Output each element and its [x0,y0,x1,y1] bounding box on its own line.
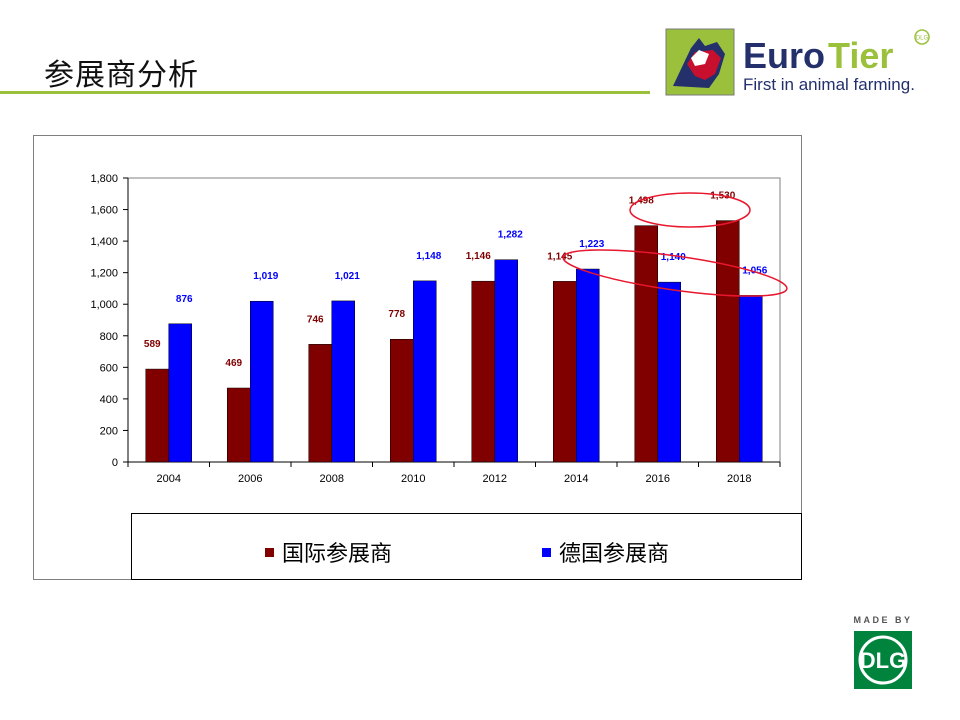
bar-international [634,225,658,463]
legend-swatch-german [542,547,551,557]
data-label-german: 1,056 [742,265,767,276]
legend-label-international: 国际参展商 [282,542,393,567]
y-tick-label: 0 [112,457,118,469]
highlight-ellipse-2014-2018 [562,249,788,297]
bar-german [168,323,192,463]
bar-international [145,368,169,463]
y-tick-label: 600 [100,362,118,374]
bar-german [250,300,274,463]
title-underline [0,91,650,94]
made-by-mark: DLG [860,648,906,673]
y-tick-label: 1,600 [90,205,118,217]
data-label-international: 469 [225,358,242,369]
bar-international [471,280,495,463]
bar-german [576,268,600,463]
legend-item-german: 德国参展商 [542,536,669,568]
y-tick-label: 1,800 [90,173,118,185]
highlight-ellipse-2016-2018 [629,192,751,228]
eurotier-logo: Euro Tier DLG First in animal farming. [665,28,930,96]
legend-label-german: 德国参展商 [559,542,670,567]
x-tick-label: 2016 [646,473,670,485]
data-label-german: 1,140 [661,252,686,263]
logo-dlg-mark: DLG [916,36,929,42]
data-label-german: 1,223 [579,239,604,250]
x-tick-label: 2006 [238,473,262,485]
made-by-label: MADE BY [853,615,912,625]
data-label-german: 876 [176,294,193,305]
y-tick-label: 1,200 [90,268,118,280]
y-tick-label: 200 [100,425,118,437]
y-tick-label: 1,000 [90,299,118,311]
bar-international [716,220,740,463]
data-label-international: 589 [144,339,161,350]
logo-brand-right: Tier [828,35,893,76]
legend-item-international: 国际参展商 [265,536,392,568]
x-tick-label: 2012 [483,473,507,485]
y-tick-label: 400 [100,394,118,406]
data-label-international: 778 [388,309,405,320]
data-label-international: 1,498 [629,196,654,207]
data-label-german: 1,282 [498,230,523,241]
data-label-international: 1,146 [466,251,491,262]
data-label-international: 746 [307,314,324,325]
legend-swatch-international [265,547,274,557]
x-tick-label: 2018 [727,473,751,485]
data-label-german: 1,021 [335,271,360,282]
bar-international [308,344,332,463]
chart-legend: 国际参展商 德国参展商 [131,513,802,580]
logo-tagline: First in animal farming. [743,75,915,94]
bar-german [739,295,763,463]
bar-german [413,280,437,463]
bar-german [494,259,518,463]
bar-international [553,281,577,463]
made-by-dlg-logo: MADE BY DLG [853,615,912,689]
data-label-german: 1,019 [253,271,278,282]
bar-international [390,338,414,463]
x-tick-label: 2008 [320,473,344,485]
x-tick-label: 2010 [401,473,425,485]
bar-international [227,387,251,463]
y-tick-label: 800 [100,331,118,343]
y-tick-label: 1,400 [90,236,118,248]
bar-german [657,281,681,463]
bar-german [331,300,355,463]
plot-area [127,177,781,463]
data-label-international: 1,145 [547,251,572,262]
data-label-german: 1,148 [416,251,441,262]
logo-brand-left: Euro [743,35,825,76]
x-tick-label: 2014 [564,473,588,485]
x-tick-label: 2004 [157,473,181,485]
page-title: 参展商分析 [44,58,199,93]
